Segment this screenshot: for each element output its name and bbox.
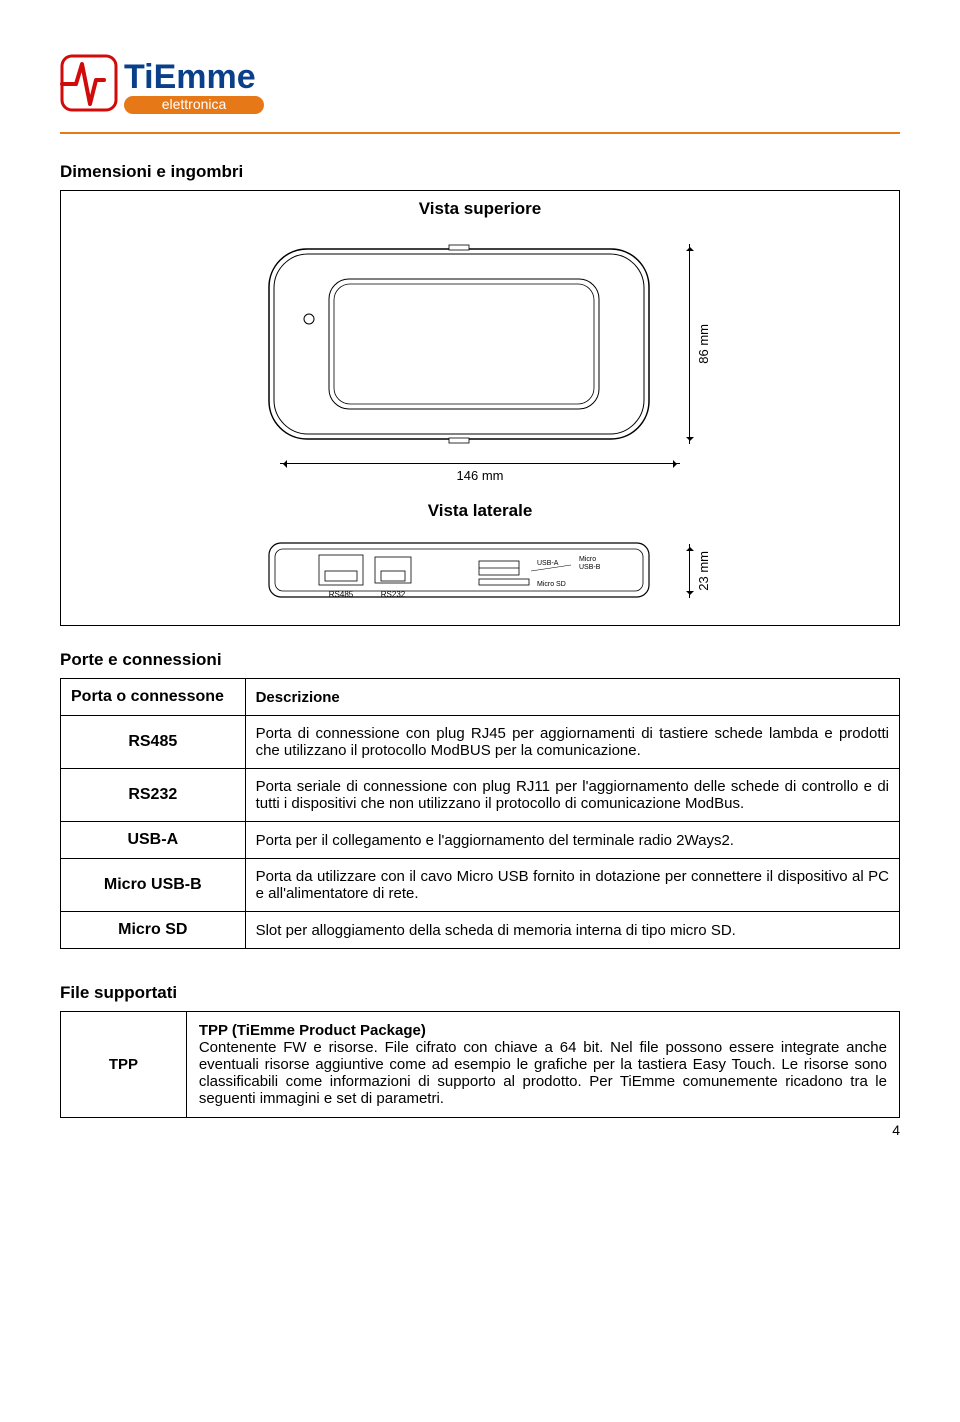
port-desc: Porta di connessione con plug RJ45 per a…	[245, 716, 899, 769]
label-micro-sd: Micro SD	[537, 581, 566, 588]
col-header-desc: Descrizione	[245, 679, 899, 716]
port-desc: Slot per alloggiamento della scheda di m…	[245, 912, 899, 949]
table-row: RS232Porta seriale di connessione con pl…	[61, 769, 900, 822]
file-desc-title: TPP (TiEmme Product Package)	[199, 1022, 426, 1039]
dim-width: 146 mm	[280, 468, 680, 483]
port-desc: Porta per il collegamento e l'aggiorname…	[245, 822, 899, 859]
port-name: USB-A	[61, 822, 246, 859]
file-desc: TPP (TiEmme Product Package) Contenente …	[186, 1012, 899, 1118]
dim-height: 86 mm	[696, 324, 711, 364]
svg-text:TiEmme: TiEmme	[124, 58, 256, 96]
fig-title-top: Vista superiore	[71, 199, 889, 219]
fig-title-side: Vista laterale	[71, 501, 889, 521]
header-rule	[60, 132, 900, 134]
port-name: RS485	[61, 716, 246, 769]
port-name: Micro SD	[61, 912, 246, 949]
file-name: TPP	[61, 1012, 187, 1118]
side-view-diagram: RS485 RS232 USB-A Micro SD Micro USB-B	[249, 531, 679, 611]
figure-box: Vista superiore 86 mm	[60, 190, 900, 626]
port-desc: Porta da utilizzare con il cavo Micro US…	[245, 859, 899, 912]
label-rs232: RS232	[381, 590, 406, 599]
table-row: Micro USB-BPorta da utilizzare con il ca…	[61, 859, 900, 912]
table-row: TPP TPP (TiEmme Product Package) Contene…	[61, 1012, 900, 1118]
section-title-dimensions: Dimensioni e ingombri	[60, 162, 900, 182]
page-number: 4	[892, 1122, 900, 1138]
col-header-name: Porta o connessone	[61, 679, 246, 716]
section-title-ports: Porte e connessioni	[60, 650, 900, 670]
files-table: TPP TPP (TiEmme Product Package) Contene…	[60, 1011, 900, 1118]
dim-side-height: 23 mm	[696, 551, 711, 591]
label-rs485: RS485	[329, 590, 354, 599]
port-name: RS232	[61, 769, 246, 822]
top-view-diagram	[249, 229, 679, 459]
section-title-files: File supportati	[60, 983, 900, 1003]
port-desc: Porta seriale di connessione con plug RJ…	[245, 769, 899, 822]
label-usb-a: USB-A	[537, 560, 559, 567]
port-name: Micro USB-B	[61, 859, 246, 912]
svg-text:elettronica: elettronica	[162, 96, 227, 112]
file-desc-body: Contenente FW e risorse. File cifrato co…	[199, 1039, 887, 1107]
table-row: USB-APorta per il collegamento e l'aggio…	[61, 822, 900, 859]
table-row: Micro SDSlot per alloggiamento della sch…	[61, 912, 900, 949]
brand-logo: TiEmme elettronica	[60, 50, 900, 122]
label-usb-b: USB-B	[579, 564, 601, 571]
ports-table: Porta o connessone Descrizione RS485Port…	[60, 678, 900, 949]
table-header-row: Porta o connessone Descrizione	[61, 679, 900, 716]
label-micro: Micro	[579, 556, 596, 563]
table-row: RS485Porta di connessione con plug RJ45 …	[61, 716, 900, 769]
